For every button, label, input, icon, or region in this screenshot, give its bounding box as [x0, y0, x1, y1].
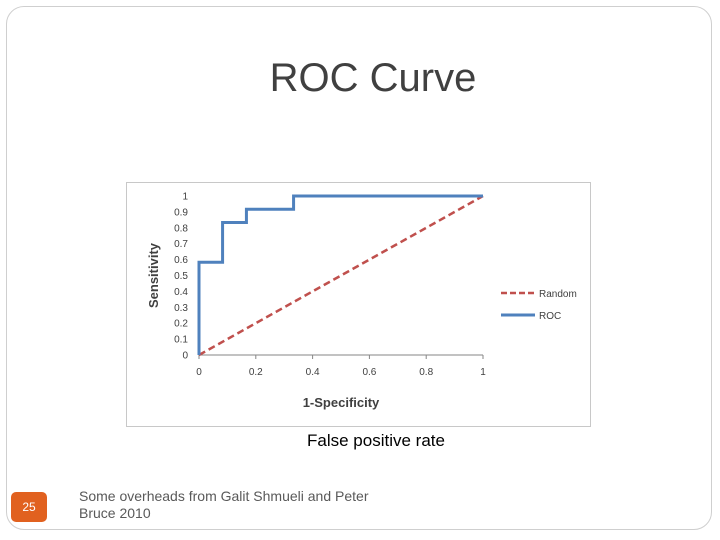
legend-label: ROC [539, 311, 561, 322]
y-tick-label: 0.3 [174, 303, 188, 314]
x-tick-label: 0.8 [419, 367, 433, 378]
roc-chart-svg: 0 0.1 0.2 0.3 0.4 0.5 0.6 0.7 0.8 0.9 1 0 0.2 0.4 0.6 0… [146, 192, 577, 411]
y-tick-label: 0.6 [174, 255, 188, 266]
footer-note: Some overheads from Galit Shmueli and Pe… [79, 488, 369, 521]
y-tick-label: 0.5 [174, 271, 188, 282]
legend-label: Random [539, 289, 577, 300]
random-series-line [198, 194, 484, 357]
x-tick-label: 0 [196, 367, 202, 378]
slide-title: ROC Curve [269, 56, 477, 100]
x-tick-label: 1 [480, 367, 486, 378]
y-tick-label: 0 [182, 351, 188, 362]
y-tick-label: 0.1 [174, 335, 188, 346]
y-tick-label: 0.4 [174, 287, 188, 298]
roc-series-line [197, 194, 483, 355]
x-axis-title: 1-Specificity [303, 395, 380, 410]
x-tick-label: 0.6 [362, 367, 376, 378]
y-tick-label: 0.2 [174, 319, 188, 330]
x-tick-label: 0.2 [249, 367, 263, 378]
x-tick-label: 0.4 [306, 367, 320, 378]
y-tick-label: 0.9 [174, 207, 188, 218]
y-tick-label: 0.8 [174, 223, 188, 234]
y-tick-label: 1 [182, 192, 188, 203]
chart-caption: False positive rate [307, 431, 445, 450]
y-axis-title: Sensitivity [146, 242, 161, 308]
roc-chart: 0 0.1 0.2 0.3 0.4 0.5 0.6 0.7 0.8 0.9 1 0 0.2 0.4 0.6 0… [126, 182, 591, 427]
page-number-badge: 25 [11, 492, 47, 522]
y-tick-label: 0.7 [174, 239, 188, 250]
